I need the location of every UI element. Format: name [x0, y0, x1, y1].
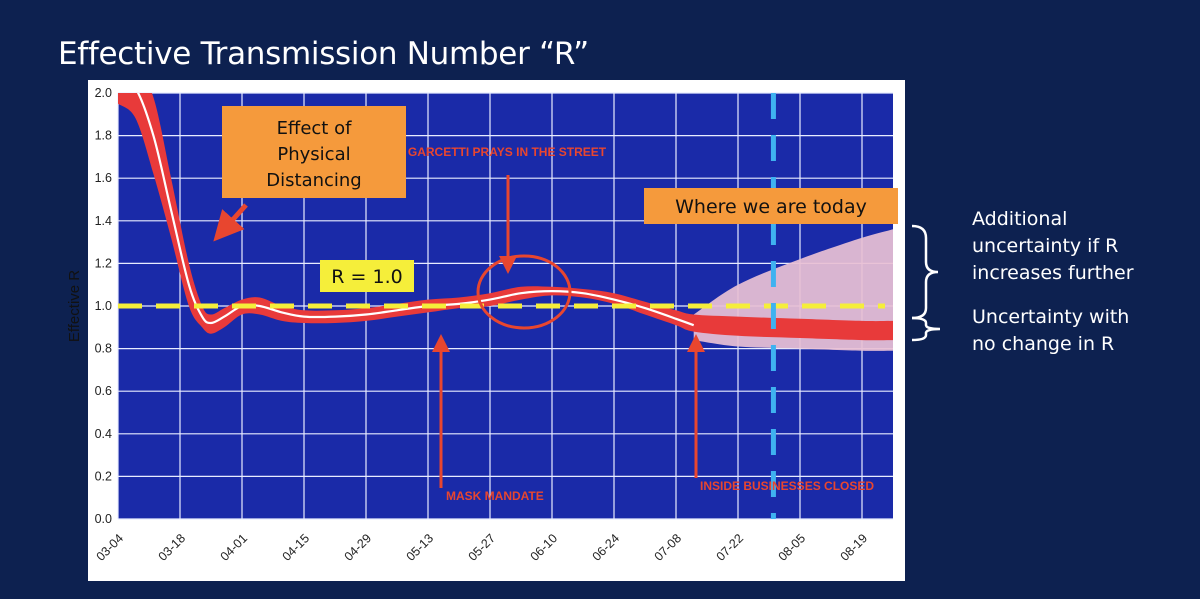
y-tick-label-1: 0.2: [95, 469, 112, 483]
note-nochange-line: no change in R: [972, 333, 1115, 355]
y-tick-label-4: 0.8: [95, 342, 112, 356]
bump-circle: [476, 254, 572, 330]
today-box: [644, 188, 898, 224]
physical-distancing-line-2: Distancing: [266, 170, 361, 191]
y-tick-label-5: 1.0: [95, 299, 112, 313]
confidence-band: [118, 93, 893, 341]
garcetti-label: GARCETTI PRAYS IN THE STREET: [408, 145, 607, 159]
y-tick-label-10: 2.0: [95, 86, 112, 100]
series-layer: [118, 93, 893, 351]
y-tick-label-2: 0.4: [95, 427, 112, 441]
bracket-no-change: [911, 316, 941, 342]
mask-mandate-label: MASK MANDATE: [446, 489, 544, 503]
y-tick-label-3: 0.6: [95, 384, 112, 398]
y-axis-label: Effective R: [66, 270, 83, 342]
reference-label: R = 1.0: [331, 266, 402, 288]
inside-businesses-label: INSIDE BUSINESSES CLOSED: [700, 479, 874, 493]
physical-distancing-arrow: [213, 203, 248, 242]
today-label: Where we are today: [675, 196, 867, 218]
y-tick-label-7: 1.4: [95, 214, 112, 228]
note-additional-line: uncertainty if R: [972, 235, 1119, 257]
mean-line: [136, 93, 695, 327]
y-tick-label-6: 1.2: [95, 256, 112, 270]
annotations: R = 1.0 Effect of Physical Distancing Where …: [118, 93, 941, 519]
note-nochange-line: Uncertainty with: [972, 306, 1130, 328]
y-tick-label-8: 1.6: [95, 171, 112, 185]
slide-title: Effective Transmission Number “R”: [58, 36, 589, 72]
note-additional-line: Additional: [972, 208, 1068, 230]
bracket-additional: [911, 224, 939, 320]
note-additional-line: increases further: [972, 262, 1134, 284]
note-additional-uncertainty: Additional uncertainty if R increases furt…: [972, 206, 1134, 287]
note-no-change-uncertainty: Uncertainty with no change in R: [972, 304, 1129, 358]
physical-distancing-line-0: Effect of: [277, 118, 353, 139]
physical-distancing-line-1: Physical: [277, 144, 350, 165]
y-tick-label-0: 0.0: [95, 512, 112, 526]
y-tick-label-9: 1.8: [95, 129, 112, 143]
physical-distancing-box: [222, 106, 406, 198]
reference-label-box: [320, 260, 414, 292]
